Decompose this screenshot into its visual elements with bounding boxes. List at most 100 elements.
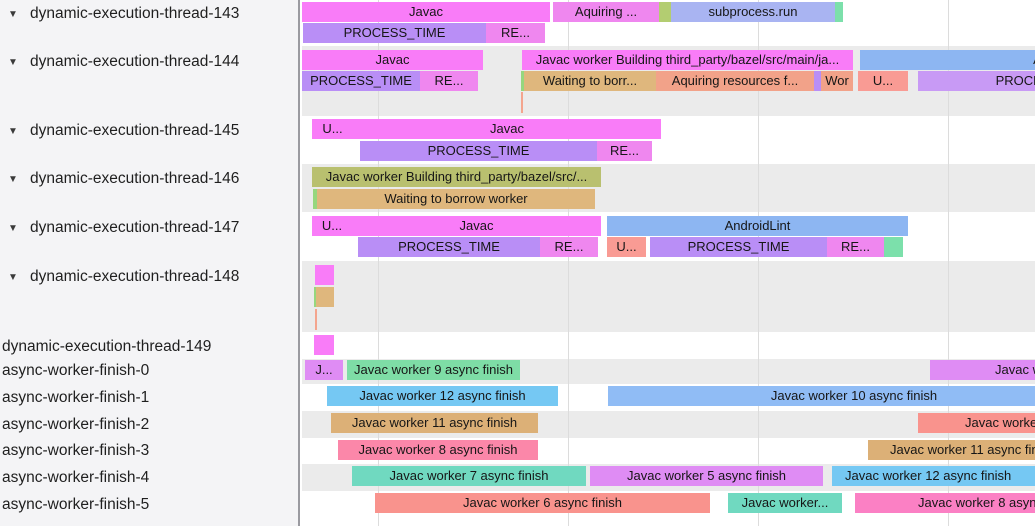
trace-slice[interactable]: PROCESS_TIME	[360, 141, 597, 161]
trace-slice[interactable]: Javac worker 9 async finish	[347, 360, 520, 380]
track-band	[302, 332, 1035, 359]
trace-slice-label: Javac worker 10 async finish	[770, 388, 938, 403]
collapse-arrow-icon[interactable]: ▼	[8, 126, 18, 137]
trace-slice[interactable]: RE...	[827, 237, 884, 257]
trace-slice[interactable]	[835, 2, 843, 22]
trace-slice-label: PROCESS_TIME	[687, 239, 790, 254]
trace-slice[interactable]: PROCESS_TIME	[918, 71, 1035, 91]
trace-slice[interactable]: AndroidLint	[860, 50, 1035, 70]
trace-slice-label: U...	[322, 121, 343, 136]
trace-slice[interactable]: Wor	[821, 71, 853, 91]
track-label-async-worker-finish-5[interactable]: async-worker-finish-5	[0, 495, 298, 514]
time-gridline	[378, 0, 379, 526]
trace-slice[interactable]	[659, 2, 671, 22]
track-label-dynamic-execution-thread-143[interactable]: ▼ dynamic-execution-thread-143	[0, 4, 298, 23]
track-name-text: async-worker-finish-4	[2, 469, 150, 486]
trace-slice[interactable]: Javac worker 6 async finish	[375, 493, 710, 513]
trace-slice[interactable]: AndroidLint	[607, 216, 908, 236]
track-label-dynamic-execution-thread-149[interactable]: dynamic-execution-thread-149	[0, 337, 298, 356]
trace-slice[interactable]: subprocess.run	[671, 2, 835, 22]
trace-slice[interactable]: PROCESS_TIME	[358, 237, 540, 257]
trace-slice[interactable]: U...	[858, 71, 908, 91]
trace-slice[interactable]: Javac	[302, 2, 550, 22]
track-label-async-worker-finish-0[interactable]: async-worker-finish-0	[0, 361, 298, 380]
collapse-arrow-icon[interactable]: ▼	[8, 272, 18, 283]
trace-slice[interactable]	[521, 92, 523, 113]
trace-slice[interactable]	[814, 71, 821, 91]
trace-slice[interactable]: PROCESS_TIME	[303, 23, 486, 43]
collapse-arrow-icon[interactable]: ▼	[8, 174, 18, 185]
trace-slice[interactable]	[316, 287, 334, 307]
track-label-dynamic-execution-thread-148[interactable]: ▼ dynamic-execution-thread-148	[0, 267, 298, 286]
trace-slice[interactable]: Javac worker 8 async finish	[855, 493, 1035, 513]
trace-slice[interactable]: RE...	[486, 23, 545, 43]
trace-slice-label: J...	[315, 362, 333, 377]
trace-slice[interactable]: Javac worker 12 async finish	[832, 466, 1035, 486]
trace-slice[interactable]: Waiting to borrow worker	[317, 189, 595, 209]
track-label-dynamic-execution-thread-146[interactable]: ▼ dynamic-execution-thread-146	[0, 169, 298, 188]
trace-slice-label: Javac worker 5 async finish	[627, 468, 786, 483]
track-label-async-worker-finish-4[interactable]: async-worker-finish-4	[0, 468, 298, 487]
track-name-text: dynamic-execution-thread-145	[30, 122, 240, 139]
trace-slice-label: PROCESS_TIME	[398, 239, 500, 254]
trace-slice[interactable]: RE...	[420, 71, 478, 91]
trace-slice[interactable]: RE...	[540, 237, 598, 257]
trace-slice-label: RE...	[501, 25, 530, 40]
trace-slice[interactable]: Aquiring ...	[553, 2, 659, 22]
trace-slice-label: Javac worker 8 async finish	[918, 495, 1035, 510]
trace-slice[interactable]: Javac worker 12 async finish	[327, 386, 558, 406]
trace-slice[interactable]: Javac	[352, 216, 601, 236]
trace-slice[interactable]: RE...	[597, 141, 652, 161]
trace-slice[interactable]: Javac	[302, 50, 483, 70]
trace-slice[interactable]	[315, 265, 334, 285]
trace-slice[interactable]: Javac worker 11 async finish	[331, 413, 538, 433]
track-label-dynamic-execution-thread-145[interactable]: ▼ dynamic-execution-thread-145	[0, 121, 298, 140]
trace-slice[interactable]: U...	[312, 216, 352, 236]
trace-slice-label: PROCESS_TIME	[995, 73, 1035, 88]
trace-slice[interactable]	[313, 189, 317, 209]
track-label-async-worker-finish-2[interactable]: async-worker-finish-2	[0, 415, 298, 434]
trace-slice[interactable]: Javac	[353, 119, 661, 139]
trace-slice-label: Javac worker 11 async finish	[890, 442, 1035, 457]
trace-slice[interactable]	[315, 309, 317, 330]
trace-slice-label: Javac worker 9 async finish	[354, 362, 513, 377]
track-name-text: async-worker-finish-3	[2, 442, 150, 459]
trace-slice-label: U...	[872, 73, 894, 88]
trace-slice[interactable]: J...	[305, 360, 343, 380]
trace-slice[interactable]	[884, 237, 903, 257]
trace-slice[interactable]: PROCESS_TIME	[650, 237, 827, 257]
trace-slice[interactable]	[521, 71, 524, 91]
trace-slice-label: Aquiring resources f...	[671, 73, 799, 88]
trace-slice-label: Javac worker	[995, 362, 1035, 377]
trace-slice[interactable]: PROCESS_TIME	[302, 71, 420, 91]
trace-slice[interactable]: U...	[312, 119, 353, 139]
trace-slice-label: Javac worker 8 async finish	[358, 442, 518, 457]
trace-slice[interactable]: Javac worker 11 async finish	[868, 440, 1035, 460]
trace-slice-label: Javac worker...	[741, 495, 829, 510]
track-label-async-worker-finish-3[interactable]: async-worker-finish-3	[0, 441, 298, 460]
trace-slice[interactable]	[314, 287, 316, 307]
track-label-dynamic-execution-thread-144[interactable]: ▼ dynamic-execution-thread-144	[0, 52, 298, 71]
collapse-arrow-icon[interactable]: ▼	[8, 223, 18, 234]
trace-slice[interactable]: Javac worker 10 async finish	[608, 386, 1035, 406]
trace-slice[interactable]: Javac worker	[930, 360, 1035, 380]
trace-slice[interactable]: Javac worker	[918, 413, 1035, 433]
trace-slice[interactable]	[314, 335, 334, 355]
collapse-arrow-icon[interactable]: ▼	[8, 9, 18, 20]
trace-slice[interactable]: Javac worker 5 async finish	[590, 466, 823, 486]
track-label-dynamic-execution-thread-147[interactable]: ▼ dynamic-execution-thread-147	[0, 218, 298, 237]
trace-slice-label: Javac	[409, 4, 443, 19]
trace-slice[interactable]: Javac worker Building third_party/bazel/…	[312, 167, 601, 187]
track-label-async-worker-finish-1[interactable]: async-worker-finish-1	[0, 388, 298, 407]
trace-slice[interactable]: Javac worker 7 async finish	[352, 466, 586, 486]
trace-slice[interactable]: Waiting to borr...	[524, 71, 656, 91]
trace-slice[interactable]: Javac worker...	[728, 493, 842, 513]
trace-slice-label: RE...	[841, 239, 870, 254]
trace-slice[interactable]: Javac worker 8 async finish	[338, 440, 538, 460]
trace-slice[interactable]: Aquiring resources f...	[656, 71, 814, 91]
collapse-arrow-icon[interactable]: ▼	[8, 57, 18, 68]
timeline-canvas[interactable]: Javac Aquiring ... subprocess.run PROCESS_T…	[302, 0, 1035, 526]
track-name-text: dynamic-execution-thread-146	[30, 170, 240, 187]
trace-slice[interactable]: U...	[607, 237, 646, 257]
trace-slice[interactable]: Javac worker Building third_party/bazel/…	[522, 50, 853, 70]
